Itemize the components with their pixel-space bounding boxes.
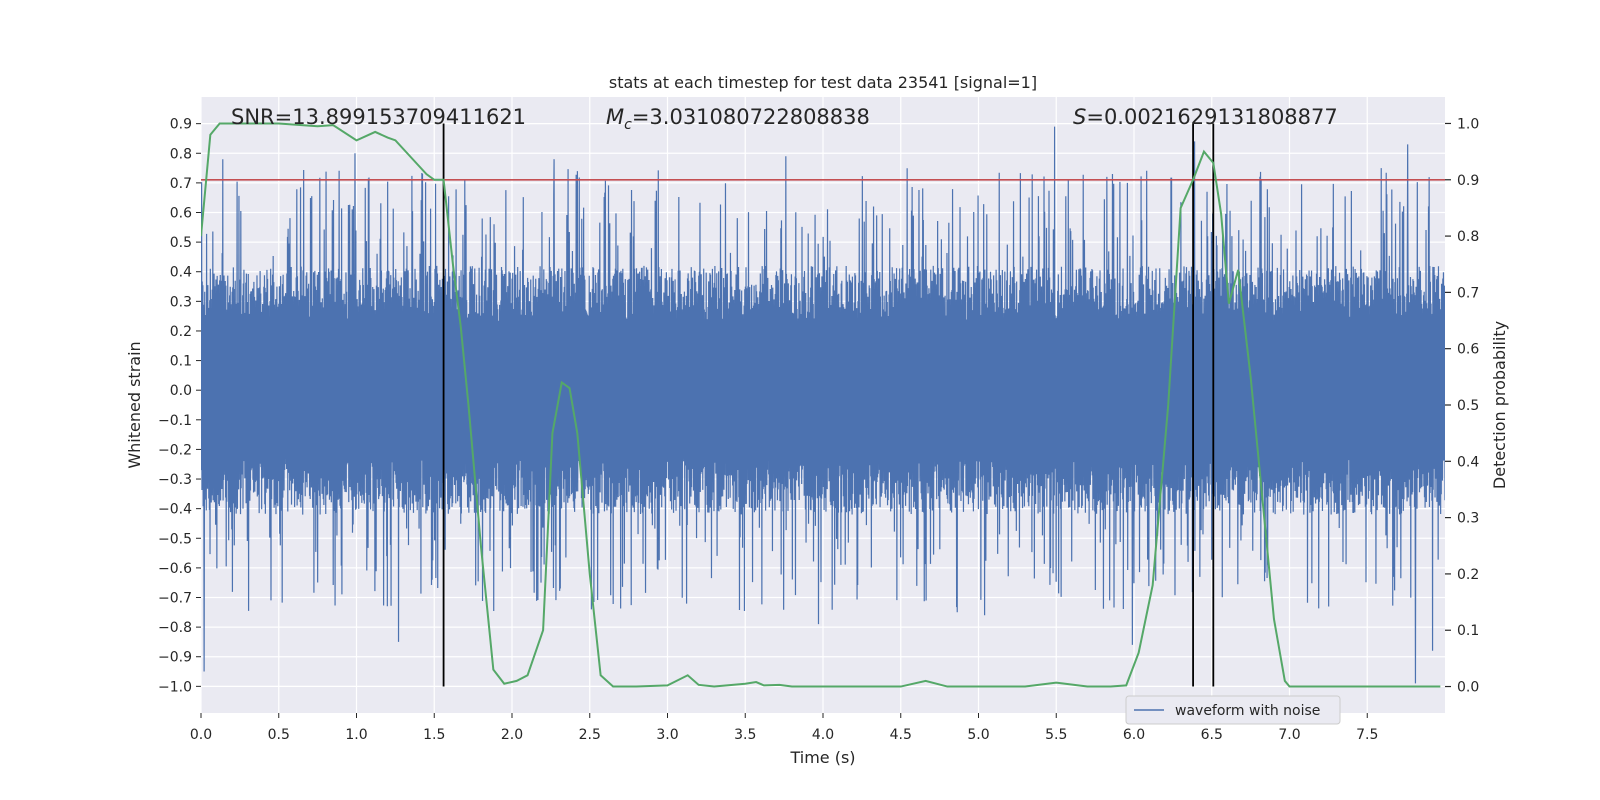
y-tick-label: 0.5 [170, 235, 192, 251]
s-value: =0.0021629131808877 [1086, 105, 1337, 129]
chirp-mass-annotation: Mc=3.031080722808838 [606, 105, 870, 133]
y-tick-label: −0.9 [158, 650, 192, 666]
x-tick-label: 2.0 [501, 727, 523, 743]
legend-label: waveform with noise [1175, 703, 1320, 719]
x-tick-label: 4.5 [890, 727, 912, 743]
y-tick-label: −0.8 [158, 620, 192, 636]
left-y-axis: 0.9 0.8 0.7 0.6 0.5 0.4 0.3 0.2 0.1 0.0 −0.1 −0.2 −0… [158, 117, 201, 695]
y2-tick-label: 0.5 [1457, 398, 1479, 414]
y2-tick-label: 0.9 [1457, 173, 1479, 189]
y2-tick-label: 0.3 [1457, 511, 1479, 527]
x-tick-label: 2.5 [579, 727, 601, 743]
y-tick-label: 0.4 [170, 265, 192, 281]
y-tick-label: 0.6 [170, 206, 192, 222]
x-tick-label: 7.0 [1278, 727, 1300, 743]
y-axis-label: Whitened strain [125, 341, 144, 468]
y2-tick-label: 0.4 [1457, 454, 1479, 470]
x-tick-label: 3.0 [656, 727, 678, 743]
y2-tick-label: 0.1 [1457, 623, 1479, 639]
y-tick-label: −0.6 [158, 561, 192, 577]
y2-tick-label: 0.2 [1457, 567, 1479, 583]
x-axis: 0.0 0.5 1.0 1.5 2.0 2.5 3.0 3.5 4.0 4.5 5.0 5.5 6.0 6… [190, 713, 1378, 743]
vertical-markers [442, 123, 1215, 687]
y-tick-label: 0.3 [170, 294, 192, 310]
x-tick-label: 5.5 [1045, 727, 1067, 743]
y-tick-label: 0.2 [170, 324, 192, 340]
mc-value: =3.031080722808838 [632, 105, 870, 129]
y-tick-label: −0.5 [158, 531, 192, 547]
s-annotation: S=0.0021629131808877 [1073, 105, 1338, 129]
waveform-line [201, 126, 1445, 684]
x-tick-label: 0.5 [268, 727, 290, 743]
x-axis-label: Time (s) [789, 748, 855, 767]
x-tick-label: 1.5 [423, 727, 445, 743]
y-tick-label: −0.1 [158, 413, 192, 429]
snr-annotation: SNR=13.899153709411621 [231, 105, 526, 129]
y-tick-label: 0.8 [170, 146, 192, 162]
y-tick-label: 0.9 [170, 117, 192, 133]
y-tick-label: −1.0 [158, 679, 192, 695]
legend: waveform with noise [1125, 695, 1341, 725]
chart-title: stats at each timestep for test data 235… [609, 73, 1037, 92]
mc-subscript: c [624, 117, 632, 133]
y-tick-label: 0.1 [170, 354, 192, 370]
y-tick-label: 0.7 [170, 176, 192, 192]
detection-probability-line [201, 122, 1441, 688]
y-tick-label: −0.4 [158, 502, 192, 518]
y2-tick-label: 1.0 [1457, 116, 1479, 132]
y2-tick-label: 0.6 [1457, 342, 1479, 358]
y2-tick-label: 0.8 [1457, 229, 1479, 245]
x-tick-label: 5.0 [967, 727, 989, 743]
y2-axis-label: Detection probability [1490, 321, 1509, 489]
y2-tick-label: 0.0 [1457, 680, 1479, 696]
x-tick-label: 6.5 [1201, 727, 1223, 743]
x-tick-label: 3.5 [734, 727, 756, 743]
x-tick-label: 0.0 [190, 727, 212, 743]
x-tick-label: 1.0 [345, 727, 367, 743]
y-tick-label: −0.2 [158, 442, 192, 458]
right-y-axis: 1.0 0.9 0.8 0.7 0.6 0.5 0.4 0.3 0.2 0.1 0.0 [1445, 116, 1479, 696]
y-tick-label: −0.7 [158, 591, 192, 607]
legend-box [1125, 695, 1341, 725]
x-tick-label: 6.0 [1123, 727, 1145, 743]
x-tick-label: 7.5 [1356, 727, 1378, 743]
y2-tick-label: 0.7 [1457, 285, 1479, 301]
s-symbol: S [1073, 105, 1086, 129]
x-tick-label: 4.0 [812, 727, 834, 743]
y-tick-label: −0.3 [158, 472, 192, 488]
mc-symbol: M [606, 105, 624, 129]
y-tick-label: 0.0 [170, 383, 192, 399]
